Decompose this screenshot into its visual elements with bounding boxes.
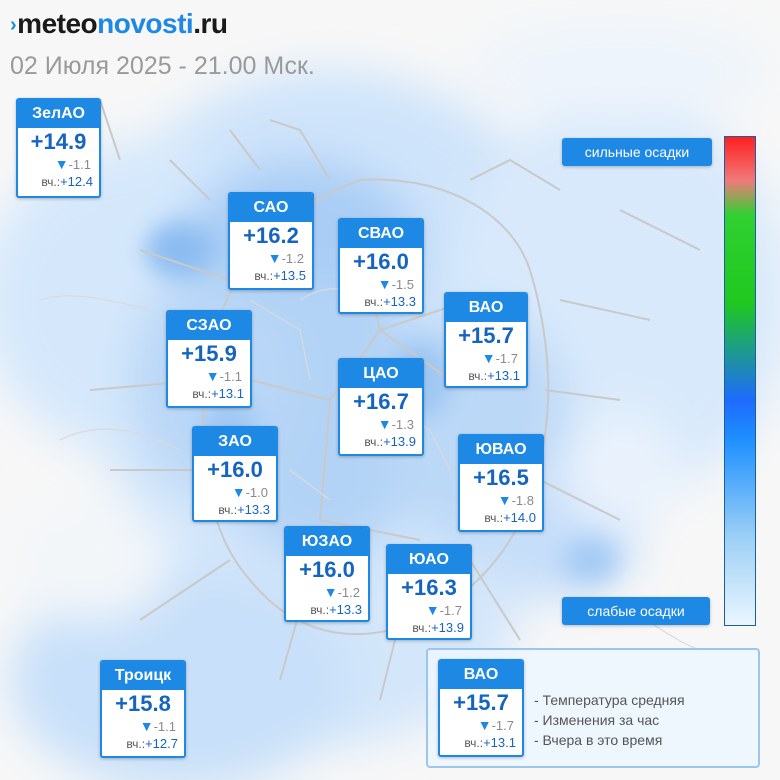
temperature-value: +16.2 [243, 223, 299, 248]
temperature-value: +15.8 [115, 691, 171, 716]
district-card-zelao[interactable]: ЗелАО +14.9 ▼-1.1 вч.:+12.4 [16, 98, 101, 198]
down-triangle-icon: ▼ [497, 492, 512, 508]
temperature-value: +15.7 [453, 690, 509, 715]
down-triangle-icon: ▼ [477, 717, 492, 733]
district-card-zao[interactable]: ЗАО +16.0 ▼-1.0 вч.:+13.3 [192, 426, 278, 522]
yesterday-label: вч.: [364, 295, 384, 309]
legend-sample-card: ВАО +15.7 ▼-1.7 вч.:+13.1 [438, 659, 524, 757]
yesterday-value: +13.9 [431, 620, 464, 635]
temperature-value: +15.7 [458, 323, 514, 348]
yesterday-value: +14.0 [503, 510, 536, 525]
district-name: ЗАО [194, 428, 276, 456]
yesterday-label: вч.: [468, 369, 488, 383]
down-triangle-icon: ▼ [377, 416, 392, 432]
scale-label-light: слабые осадки [562, 597, 710, 625]
temperature-value: +16.7 [353, 389, 409, 414]
district-name: ЦАО [340, 360, 422, 388]
district-name: ВАО [440, 661, 522, 689]
logo-text-ru: .ru [193, 8, 228, 39]
temperature-value: +16.0 [353, 249, 409, 274]
down-triangle-icon: ▼ [267, 250, 282, 266]
hourly-change: -1.1 [153, 719, 176, 734]
down-triangle-icon: ▼ [231, 484, 246, 500]
district-name: СВАО [340, 220, 422, 248]
legend-yesterday-desc: - Вчера в это время [534, 732, 663, 748]
site-logo[interactable]: ›meteonovosti.ru [10, 8, 228, 40]
district-card-vao[interactable]: ВАО +15.7 ▼-1.7 вч.:+13.1 [444, 292, 528, 388]
district-card-sao[interactable]: САО +16.2 ▼-1.2 вч.:+13.5 [228, 192, 314, 290]
district-card-svao[interactable]: СВАО +16.0 ▼-1.5 вч.:+13.3 [338, 218, 424, 314]
yesterday-value: +13.1 [483, 735, 516, 750]
scale-label-heavy: сильные осадки [562, 138, 712, 166]
yesterday-value: +13.3 [329, 602, 362, 617]
yesterday-label: вч.: [126, 737, 146, 751]
legend-descriptions: - Температура средняя - Изменения за час… [534, 690, 685, 750]
yesterday-label: вч.: [412, 621, 432, 635]
down-triangle-icon: ▼ [425, 602, 440, 618]
district-name: ВАО [446, 294, 526, 322]
district-name: СЗАО [168, 312, 250, 340]
chevron-right-icon: › [10, 14, 17, 36]
hourly-change: -1.5 [391, 277, 414, 292]
district-card-szao[interactable]: СЗАО +15.9 ▼-1.1 вч.:+13.1 [166, 310, 252, 408]
district-name: ЮВАО [460, 436, 542, 464]
district-card-yuao[interactable]: ЮАО +16.3 ▼-1.7 вч.:+13.9 [386, 544, 472, 640]
legend-change-desc: - Изменения за час [534, 712, 660, 728]
district-name: Троицк [102, 662, 184, 690]
temperature-value: +16.3 [401, 575, 457, 600]
district-card-yuvao[interactable]: ЮВАО +16.5 ▼-1.8 вч.:+14.0 [458, 434, 544, 532]
yesterday-label: вч.: [484, 511, 504, 525]
yesterday-value: +13.3 [237, 502, 270, 517]
down-triangle-icon: ▼ [139, 718, 154, 734]
temperature-value: +16.0 [299, 557, 355, 582]
down-triangle-icon: ▼ [323, 584, 338, 600]
yesterday-label: вч.: [364, 435, 384, 449]
district-name: ЮЗАО [286, 528, 368, 556]
yesterday-value: +13.1 [487, 368, 520, 383]
hourly-change: -1.2 [281, 251, 304, 266]
logo-text-meteo: meteo [17, 8, 98, 39]
yesterday-value: +12.7 [145, 736, 178, 751]
hourly-change: -1.7 [495, 351, 518, 366]
yesterday-value: +12.4 [60, 174, 93, 189]
district-card-yuzao[interactable]: ЮЗАО +16.0 ▼-1.2 вч.:+13.3 [284, 526, 370, 622]
district-card-troitsk[interactable]: Троицк +15.8 ▼-1.1 вч.:+12.7 [100, 660, 186, 758]
down-triangle-icon: ▼ [481, 350, 496, 366]
yesterday-label: вч.: [41, 175, 61, 189]
yesterday-label: вч.: [464, 736, 484, 750]
yesterday-value: +13.1 [211, 386, 244, 401]
down-triangle-icon: ▼ [377, 276, 392, 292]
hourly-change: -1.1 [68, 157, 91, 172]
district-name: САО [230, 194, 312, 222]
yesterday-label: вч.: [310, 603, 330, 617]
hourly-change: -1.7 [491, 718, 514, 733]
precipitation-scale-bar [724, 136, 756, 626]
hourly-change: -1.0 [245, 485, 268, 500]
forecast-datetime: 02 Июля 2025 - 21.00 Мск. [10, 52, 315, 80]
down-triangle-icon: ▼ [54, 156, 69, 172]
yesterday-label: вч.: [218, 503, 238, 517]
temperature-value: +16.0 [207, 457, 263, 482]
down-triangle-icon: ▼ [205, 368, 220, 384]
temperature-value: +14.9 [30, 129, 87, 154]
temperature-value: +16.5 [473, 465, 529, 490]
district-name: ЗелАО [18, 100, 99, 128]
hourly-change: -1.8 [511, 493, 534, 508]
legend-temperature-desc: - Температура средняя [534, 692, 685, 708]
hourly-change: -1.2 [337, 585, 360, 600]
district-name: ЮАО [388, 546, 470, 574]
yesterday-value: +13.9 [383, 434, 416, 449]
yesterday-value: +13.3 [383, 294, 416, 309]
yesterday-label: вч.: [254, 269, 274, 283]
hourly-change: -1.1 [219, 369, 242, 384]
yesterday-label: вч.: [192, 387, 212, 401]
yesterday-value: +13.5 [273, 268, 306, 283]
logo-text-novosti: novosti [97, 8, 194, 39]
district-card-tsao[interactable]: ЦАО +16.7 ▼-1.3 вч.:+13.9 [338, 358, 424, 456]
hourly-change: -1.3 [391, 417, 414, 432]
hourly-change: -1.7 [439, 603, 462, 618]
temperature-value: +15.9 [181, 341, 237, 366]
